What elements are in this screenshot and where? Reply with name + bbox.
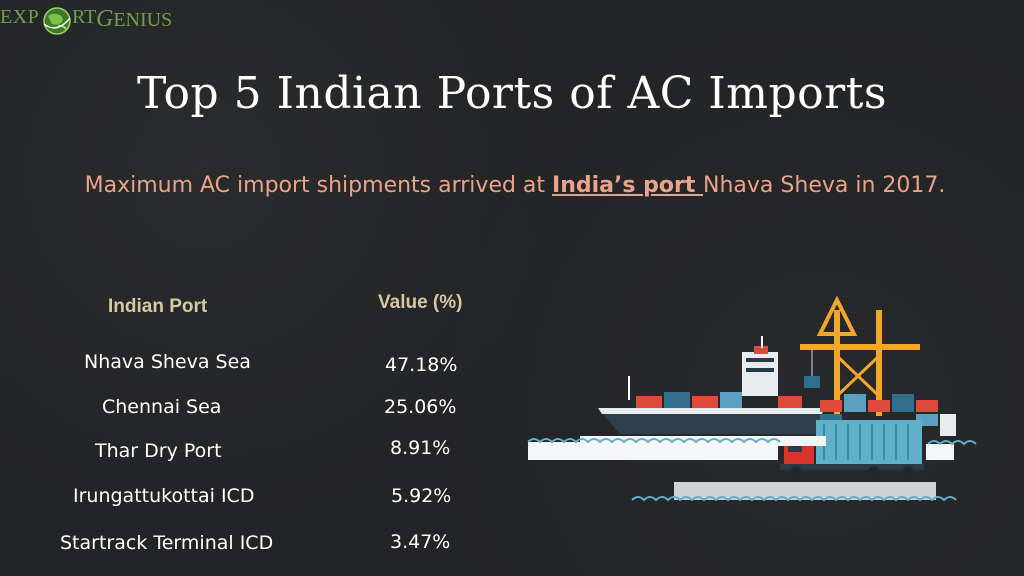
cargo-ship-icon [598,336,824,434]
header-indian-port: Indian Port [108,296,208,317]
row-4-port: Irungattukottai ICD [73,485,255,507]
row-1-value: 47.18% [385,354,458,376]
row-3-port: Thar Dry Port [95,440,222,462]
row-5-port: Startrack Terminal ICD [60,532,274,554]
logo-text-exp: EXP [0,6,40,28]
subtitle-after: Nhava Sheva in 2017. [703,173,946,198]
logo-text-genius: GENIUS [96,6,173,32]
globe-icon [43,7,71,35]
row-3-value: 8.91% [390,437,451,459]
port-illustration [527,296,977,502]
water-waves [527,436,977,502]
row-5-value: 3.47% [390,531,451,553]
header-value: Value (%) [378,292,463,313]
page-title: Top 5 Indian Ports of AC Imports [137,68,887,119]
crane-icon [800,296,920,416]
logo-text-rt: RT [72,6,97,28]
truck-icon [780,420,924,478]
export-genius-logo: EXP RT GENIUS [0,2,180,42]
row-2-value: 25.06% [384,396,457,418]
row-1-port: Nhava Sheva Sea [84,351,251,373]
subtitle-before: Maximum AC import shipments arrived at [84,173,553,198]
subtitle: Maximum AC import shipments arrived at I… [60,168,970,204]
indias-port-link[interactable]: India’s port [552,173,704,198]
row-2-port: Chennai Sea [102,396,222,418]
row-4-value: 5.92% [391,485,452,507]
